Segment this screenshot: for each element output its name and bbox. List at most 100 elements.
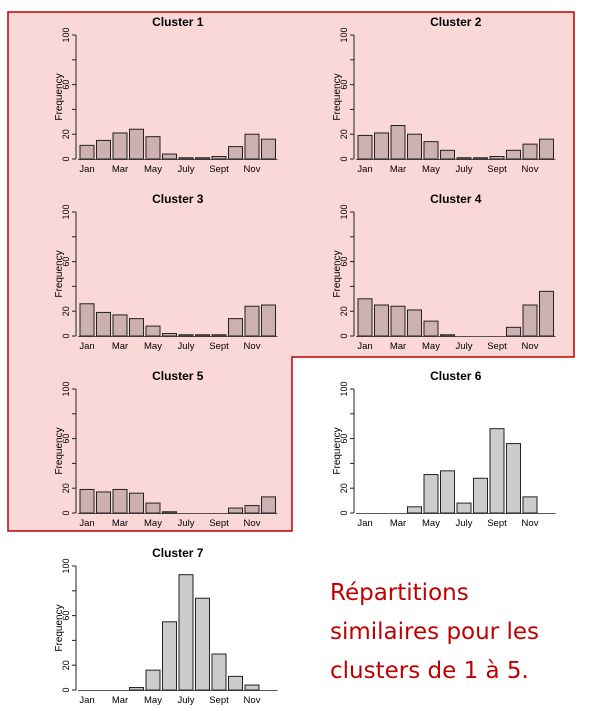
y-tick-label: 100 [61,381,71,396]
x-tick-label: Sept [209,164,229,175]
chart-svg: Cluster 2 Frequency 0 20 60 100 Jan Mar May July S… [332,15,556,175]
bar-may [145,136,161,160]
y-tick-label: 100 [61,204,71,219]
chart-cluster-5: Cluster 5 Frequency 0 20 60 100 Jan Mar May July S… [54,369,284,534]
chart-svg: Cluster 3 Frequency 0 20 60 100 Jan Mar May July S… [54,192,278,352]
bar-july [456,502,472,514]
bar-oct [506,443,521,514]
bar-oct [228,146,243,160]
bar-may [423,474,439,514]
bar-dec [261,496,276,514]
chart-title: Cluster 5 [152,369,204,383]
chart-svg: Cluster 4 Frequency 0 20 60 100 Jan Mar May July S… [332,192,556,352]
bar-apr [129,128,144,160]
y-tick-label: 0 [61,333,71,338]
y-tick-label: 20 [61,306,71,316]
bar-july [178,157,194,160]
bar-nov [244,305,260,337]
y-tick-label: 0 [61,510,71,515]
bar-oct [228,675,243,691]
bar-feb [96,139,111,160]
x-tick-label: May [422,164,440,175]
x-tick-label: Jan [79,164,94,175]
y-tick-label: 20 [339,306,349,316]
x-tick-label: Sept [487,518,507,529]
chart-title: Cluster 1 [152,15,204,29]
chart-title: Cluster 4 [430,192,482,206]
x-tick-label: July [456,518,473,529]
chart-cluster-1: Cluster 1 Frequency 0 20 60 100 Jan Mar May July S… [54,15,284,180]
bar-jun [162,621,177,691]
bar-apr [129,687,144,691]
x-tick-label: Mar [112,695,128,706]
x-tick-label: May [144,518,162,529]
chart-title: Cluster 6 [430,369,482,383]
x-tick-label: Jan [79,341,94,352]
bar-may [423,141,439,160]
y-tick-label: 0 [339,333,349,338]
bar-may [145,669,161,691]
y-axis-label: Frequency [54,250,65,297]
caption-text: Répartitions similaires pour les cluster… [330,580,539,684]
bar-jan [79,303,95,337]
y-tick-label: 0 [339,510,349,515]
bar-mar [112,314,128,337]
bar-jun [440,470,455,514]
x-tick-label: July [178,695,195,706]
bar-sept [489,428,505,514]
y-tick-label: 100 [339,27,349,42]
x-tick-label: July [178,518,195,529]
y-axis-label: Frequency [54,73,65,120]
x-tick-label: July [178,164,195,175]
y-tick-label: 60 [61,257,71,267]
y-tick-label: 60 [339,257,349,267]
x-tick-label: May [144,695,162,706]
bar-sept [211,653,227,691]
y-tick-label: 0 [61,687,71,692]
y-tick-label: 100 [339,381,349,396]
bar-jan [79,488,95,514]
chart-cluster-7: Cluster 7 Frequency 0 20 60 100 Jan Mar May July S… [54,546,284,711]
y-tick-label: 20 [339,129,349,139]
x-tick-label: May [144,164,162,175]
bar-july [456,157,472,160]
bar-mar [390,125,406,160]
x-tick-label: Mar [112,518,128,529]
x-tick-label: Sept [209,341,229,352]
bar-feb [374,132,389,160]
y-tick-label: 0 [339,156,349,161]
chart-title: Cluster 7 [152,546,204,560]
bar-nov [522,304,538,337]
y-axis-label: Frequency [332,73,343,120]
y-tick-label: 20 [339,483,349,493]
bar-feb [96,491,111,514]
bar-feb [96,311,111,337]
chart-svg: Cluster 5 Frequency 0 20 60 100 Jan Mar May July S… [54,369,278,529]
bar-mar [112,488,128,514]
bar-feb [374,304,389,337]
bar-dec [539,138,554,160]
chart-cluster-6: Cluster 6 Frequency 0 20 60 100 Jan Mar May July S… [332,369,562,534]
x-tick-label: Mar [112,164,128,175]
bar-apr [407,506,422,514]
y-axis-label: Frequency [332,250,343,297]
bar-aug [195,157,210,160]
x-tick-label: Jan [357,518,372,529]
bar-dec [261,304,276,337]
bar-jun [162,333,177,337]
x-tick-label: Sept [209,695,229,706]
chart-svg: Cluster 6 Frequency 0 20 60 100 Jan Mar May July S… [332,369,556,529]
x-tick-label: Mar [390,518,406,529]
chart-cluster-4: Cluster 4 Frequency 0 20 60 100 Jan Mar May July S… [332,192,562,357]
y-tick-label: 60 [61,80,71,90]
bar-aug [473,157,488,160]
x-tick-label: July [456,341,473,352]
bar-apr [407,309,422,337]
bar-mar [390,305,406,337]
x-tick-label: Nov [244,164,261,175]
y-axis-label: Frequency [54,427,65,474]
bar-jun [162,511,177,514]
y-tick-label: 60 [339,434,349,444]
bar-sept [211,156,227,160]
y-tick-label: 20 [61,129,71,139]
